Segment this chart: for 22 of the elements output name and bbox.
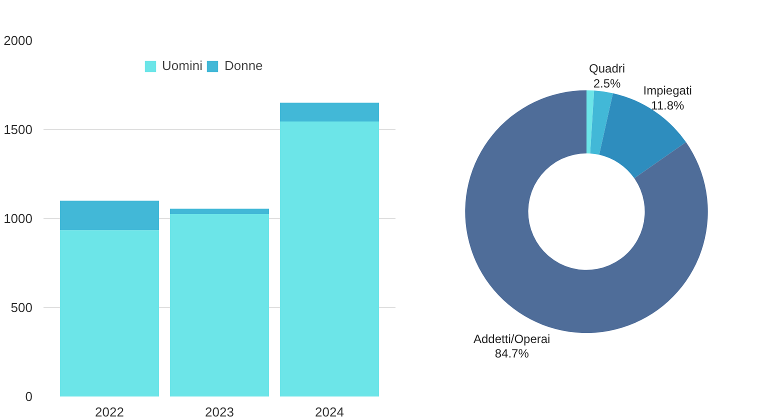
bar xyxy=(280,102,379,122)
bar xyxy=(170,208,269,214)
legend-label: Uomini xyxy=(162,58,202,73)
y-tick-label: 0 xyxy=(25,389,33,404)
slice-label: Addetti/Operai xyxy=(474,332,550,346)
x-tick-label: 2022 xyxy=(95,404,124,419)
y-tick-label: 1000 xyxy=(4,211,32,226)
x-tick-label: 2024 xyxy=(315,404,344,419)
bar xyxy=(170,214,269,396)
slice-label: Impiegati xyxy=(643,84,692,98)
data-label: 11.8% xyxy=(651,98,685,112)
bar xyxy=(280,121,379,396)
y-tick-label: 1500 xyxy=(4,122,32,137)
data-label: 2.5% xyxy=(593,76,622,91)
bar xyxy=(60,230,159,396)
y-tick-label: 500 xyxy=(10,300,33,315)
data-label: 84.7% xyxy=(494,346,530,361)
slice-label: Quadri xyxy=(589,62,626,76)
y-tick-label: 2000 xyxy=(4,33,32,48)
legend-label: Donne xyxy=(224,58,263,73)
bar xyxy=(60,200,159,230)
x-tick-label: 2023 xyxy=(205,404,234,419)
